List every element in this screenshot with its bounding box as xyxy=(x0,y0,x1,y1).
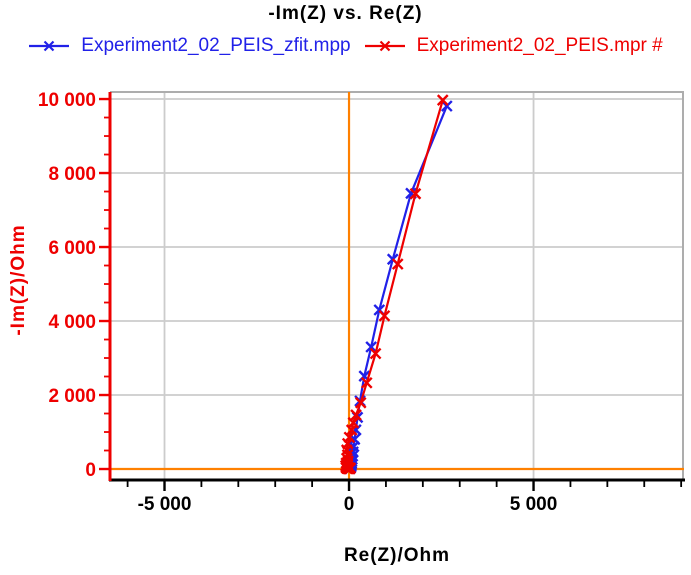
x-axis-title: Re(Z)/Ohm xyxy=(343,545,451,566)
legend-item-mpr[interactable]: Experiment2_02_PEIS.mpr # xyxy=(364,35,663,57)
data-point-marker[interactable] xyxy=(341,448,354,461)
data-point-marker[interactable] xyxy=(391,258,404,270)
legend-line-marker-icon xyxy=(29,40,70,52)
legend-item-zfit[interactable]: Experiment2_02_PEIS_zfit.mpp xyxy=(28,35,351,57)
x-tick-label: 5 000 xyxy=(510,494,558,515)
x-tick-label: -5 000 xyxy=(138,494,192,515)
legend-label-mpr: Experiment2_02_PEIS.mpr # xyxy=(416,35,663,56)
data-point-marker[interactable] xyxy=(405,187,417,200)
data-point-marker[interactable] xyxy=(350,409,362,421)
data-point-marker[interactable] xyxy=(347,416,360,429)
y-tick-label: 8 000 xyxy=(48,164,96,185)
data-point-marker[interactable] xyxy=(365,341,378,353)
y-tick-label: 2 000 xyxy=(48,386,96,407)
data-point-marker[interactable] xyxy=(358,370,371,382)
y-tick-label: 4 000 xyxy=(48,312,96,333)
y-tick-label: 10 000 xyxy=(38,90,96,111)
data-point-marker[interactable] xyxy=(409,187,422,200)
data-point-marker[interactable] xyxy=(373,304,386,316)
data-point-marker[interactable] xyxy=(436,94,449,106)
legend: Experiment2_02_PEIS_zfit.mpp Experiment2… xyxy=(0,35,691,57)
data-point-marker[interactable] xyxy=(354,396,367,409)
data-point-marker[interactable] xyxy=(343,431,356,444)
x-tick-label: 0 xyxy=(344,494,355,515)
data-point-marker[interactable] xyxy=(378,309,391,322)
legend-line-marker-icon xyxy=(364,40,405,52)
chart-title: -Im(Z) vs. Re(Z) xyxy=(268,3,423,24)
data-point-marker[interactable] xyxy=(440,100,453,112)
data-point-marker[interactable] xyxy=(360,376,373,389)
data-point-marker[interactable] xyxy=(345,424,358,436)
y-tick-label: 6 000 xyxy=(48,238,96,259)
data-point-marker[interactable] xyxy=(369,347,382,360)
legend-label-zfit: Experiment2_02_PEIS_zfit.mpp xyxy=(81,35,351,56)
data-point-marker[interactable] xyxy=(348,433,361,446)
y-tick-label: 0 xyxy=(85,460,96,481)
series-line-0 xyxy=(349,105,448,470)
